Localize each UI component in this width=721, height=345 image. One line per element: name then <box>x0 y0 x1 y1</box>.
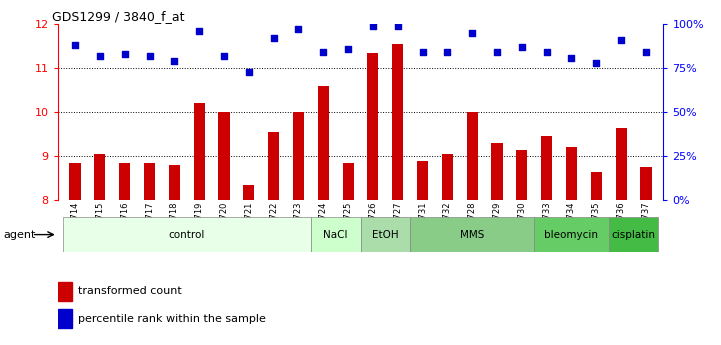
Text: control: control <box>169 230 205 239</box>
Bar <box>609 217 658 252</box>
Bar <box>442 154 453 200</box>
Bar <box>193 104 205 200</box>
Bar <box>360 217 410 252</box>
Bar <box>58 309 72 328</box>
Point <box>541 50 552 55</box>
Point <box>640 50 652 55</box>
Point <box>69 42 81 48</box>
Bar <box>410 217 534 252</box>
Text: percentile rank within the sample: percentile rank within the sample <box>78 314 265 324</box>
Point <box>566 55 578 60</box>
Point <box>615 37 627 43</box>
Bar <box>94 154 105 200</box>
Bar <box>342 163 354 200</box>
Text: bleomycin: bleomycin <box>544 230 598 239</box>
Text: cisplatin: cisplatin <box>611 230 655 239</box>
Bar <box>293 112 304 200</box>
Point <box>119 51 131 57</box>
Point <box>143 53 155 59</box>
Bar <box>590 171 602 200</box>
Bar <box>144 163 155 200</box>
Bar <box>417 160 428 200</box>
Point <box>218 53 230 59</box>
Text: NaCl: NaCl <box>324 230 348 239</box>
Point <box>94 53 106 59</box>
Text: MMS: MMS <box>460 230 485 239</box>
Text: GDS1299 / 3840_f_at: GDS1299 / 3840_f_at <box>52 10 184 23</box>
Bar <box>566 147 577 200</box>
Point <box>441 50 453 55</box>
Point <box>193 28 205 34</box>
Bar <box>492 143 503 200</box>
Point <box>392 23 404 29</box>
Point <box>590 60 602 66</box>
Text: agent: agent <box>4 230 36 239</box>
Bar <box>640 167 652 200</box>
Bar <box>63 217 311 252</box>
Bar <box>516 149 528 200</box>
Bar <box>616 128 627 200</box>
Point <box>367 23 379 29</box>
Point <box>293 27 304 32</box>
Bar <box>311 217 360 252</box>
Point <box>169 58 180 64</box>
Bar <box>58 282 72 301</box>
Bar <box>466 112 478 200</box>
Bar <box>69 163 81 200</box>
Bar <box>268 132 279 200</box>
Point <box>417 50 428 55</box>
Bar <box>119 163 131 200</box>
Point <box>491 50 503 55</box>
Bar <box>169 165 180 200</box>
Point <box>516 44 528 50</box>
Bar <box>218 112 229 200</box>
Bar <box>392 44 403 200</box>
Point <box>317 50 329 55</box>
Text: EtOH: EtOH <box>372 230 399 239</box>
Bar <box>541 136 552 200</box>
Bar <box>367 53 379 200</box>
Bar <box>318 86 329 200</box>
Point <box>466 30 478 36</box>
Point <box>342 46 354 51</box>
Text: transformed count: transformed count <box>78 286 181 296</box>
Point <box>268 36 280 41</box>
Point <box>243 69 255 75</box>
Bar <box>534 217 609 252</box>
Bar <box>243 185 255 200</box>
